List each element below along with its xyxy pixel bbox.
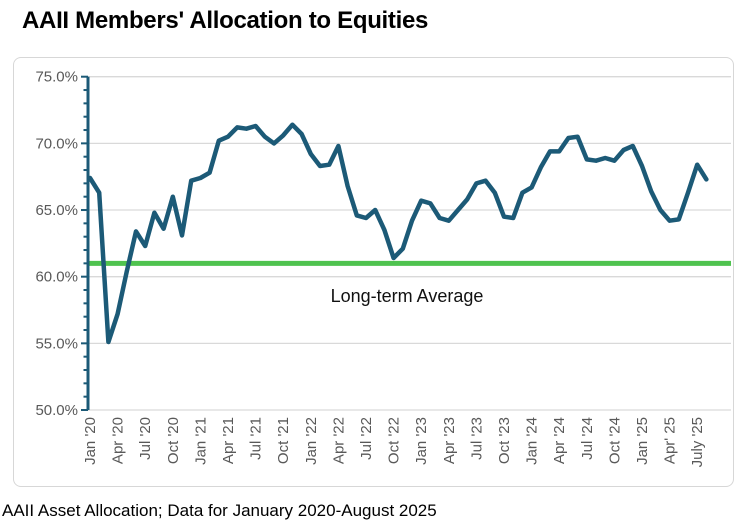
svg-text:Oct '20: Oct '20 <box>165 417 182 464</box>
svg-text:Apr '24: Apr '24 <box>551 417 568 464</box>
svg-text:Jan '24: Jan '24 <box>524 417 541 465</box>
chart-footnote: AAII Asset Allocation; Data for January … <box>2 501 437 520</box>
svg-text:Oct '22: Oct '22 <box>386 417 403 464</box>
svg-text:Oct '21: Oct '21 <box>275 417 292 464</box>
long-term-average-label: Long-term Average <box>330 286 484 306</box>
svg-text:Jan '22: Jan '22 <box>303 417 320 465</box>
y-tick-labels: 75.0% 70.0% 65.0% 60.0% 55.0% 50.0% <box>35 69 78 419</box>
svg-text:Jan '23: Jan '23 <box>413 417 430 465</box>
svg-text:Jan '25: Jan '25 <box>634 417 651 465</box>
y-axis <box>81 75 90 411</box>
svg-text:Apr '23: Apr '23 <box>441 417 458 464</box>
svg-text:Jul '24: Jul '24 <box>579 417 596 460</box>
svg-text:Apr '22: Apr '22 <box>330 417 347 464</box>
svg-text:Apr '21: Apr '21 <box>220 417 237 464</box>
svg-text:Oct '24: Oct '24 <box>606 417 623 464</box>
svg-text:Jul '23: Jul '23 <box>468 417 485 460</box>
x-tick-labels: Jan '20 Apr '20 Jul '20 Oct '20 Jan '21 Apr '… <box>82 417 706 467</box>
series-line <box>87 122 709 345</box>
svg-text:Jul '22: Jul '22 <box>358 417 375 460</box>
svg-text:Jul '21: Jul '21 <box>248 417 265 460</box>
svg-text:Apr' 25: Apr' 25 <box>662 417 679 464</box>
chart-title: AAII Members' Allocation to Equities <box>22 7 429 34</box>
svg-text:Jul '20: Jul '20 <box>137 417 154 460</box>
svg-text:55.0%: 55.0% <box>35 335 78 352</box>
svg-text:Apr '20: Apr '20 <box>110 417 127 464</box>
svg-text:65.0%: 65.0% <box>35 202 78 219</box>
svg-text:July '25: July '25 <box>689 417 706 467</box>
svg-text:70.0%: 70.0% <box>35 135 78 152</box>
svg-text:Oct '23: Oct '23 <box>496 417 513 464</box>
svg-text:50.0%: 50.0% <box>35 402 78 419</box>
svg-text:75.0%: 75.0% <box>35 69 78 86</box>
chart-frame: 75.0% 70.0% 65.0% 60.0% 55.0% 50.0% Jan '20 Apr… <box>13 57 734 487</box>
svg-text:60.0%: 60.0% <box>35 269 78 286</box>
svg-text:Jan '21: Jan '21 <box>192 417 209 465</box>
gridlines <box>88 76 731 411</box>
chart-canvas: 75.0% 70.0% 65.0% 60.0% 55.0% 50.0%Jan '20 Apr… <box>35 69 731 467</box>
svg-text:Jan '20: Jan '20 <box>82 417 99 465</box>
